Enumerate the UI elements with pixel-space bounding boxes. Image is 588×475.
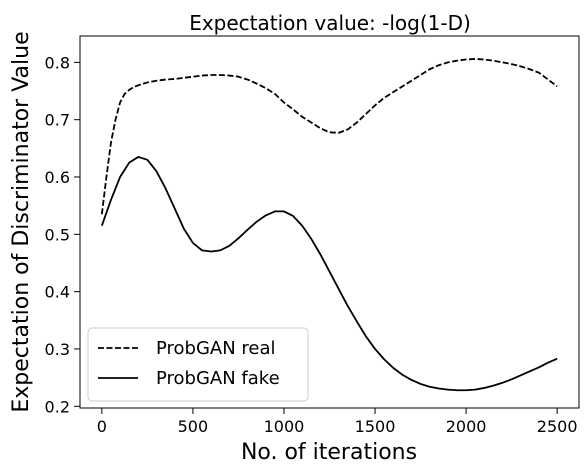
legend-box (87, 327, 309, 402)
y-tick-label: 0.8 (45, 53, 70, 72)
legend-label-fake: ProbGAN fake (156, 368, 280, 389)
axes-frame (79, 35, 580, 409)
x-tick-label: 1000 (264, 417, 305, 436)
x-tick-label: 0 (97, 417, 107, 436)
y-tick-label: 0.4 (45, 283, 70, 302)
chart-title: Expectation value: -log(1-D) (189, 11, 471, 35)
x-axis-label: No. of iterations (241, 440, 417, 465)
x-tick-label: 1500 (355, 417, 396, 436)
series-fake-line (101, 156, 558, 392)
y-axis-label: Expectation of Discriminator Value (9, 31, 34, 412)
y-tick-label: 0.5 (45, 225, 70, 244)
y-tick-label: 0.6 (45, 168, 70, 187)
y-tick-label: 0.2 (45, 397, 70, 416)
y-tick-label: 0.7 (45, 111, 70, 130)
legend-label-real: ProbGAN real (156, 338, 276, 359)
plot-area (100, 58, 558, 392)
legend: ProbGAN real ProbGAN fake (87, 327, 309, 402)
series-real-line (100, 58, 558, 215)
x-axis: 0 500 1000 1500 2000 2500 (97, 408, 578, 436)
x-tick-label: 500 (178, 417, 209, 436)
x-tick-label: 2500 (537, 417, 578, 436)
y-axis: 0.2 0.3 0.4 0.5 0.6 0.7 0.8 (45, 53, 80, 416)
x-tick-label: 2000 (446, 417, 487, 436)
y-tick-label: 0.3 (45, 340, 70, 359)
